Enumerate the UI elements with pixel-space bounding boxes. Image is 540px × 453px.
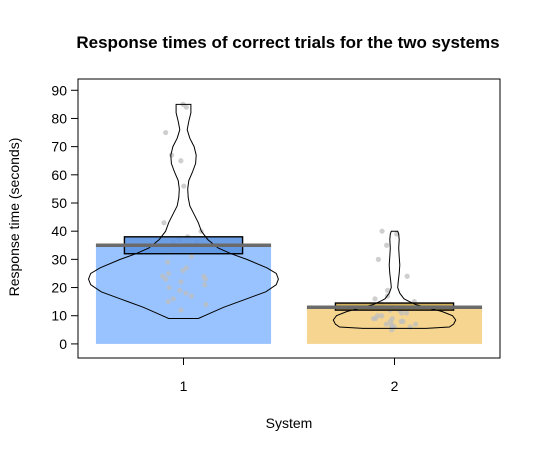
data-point-1-30 — [188, 293, 195, 299]
data-point-2-7 — [372, 296, 378, 302]
chart-title: Response times of correct trials for the… — [76, 33, 499, 52]
data-point-1-28 — [177, 287, 183, 293]
data-point-2-15 — [403, 310, 410, 316]
data-point-2-26 — [383, 321, 389, 327]
data-point-1-1 — [183, 104, 189, 110]
data-point-1-3 — [169, 152, 175, 158]
data-point-1-17 — [165, 259, 171, 265]
y-tick-label-40: 40 — [51, 223, 67, 239]
y-tick-label-60: 60 — [51, 167, 67, 183]
y-axis: 0 10 20 30 40 50 60 70 80 90 — [51, 82, 79, 352]
plot-area — [87, 101, 483, 344]
y-tick-label-10: 10 — [51, 308, 67, 324]
data-point-2-18 — [379, 313, 385, 319]
data-point-1-33 — [203, 301, 209, 308]
x-axis-label: System — [266, 415, 313, 431]
y-tick-label-0: 0 — [59, 336, 67, 352]
data-point-2-2 — [384, 242, 390, 248]
data-point-1-16 — [188, 253, 195, 260]
data-point-1-24 — [163, 276, 169, 282]
data-point-1-31 — [170, 296, 176, 302]
data-point-1-26 — [202, 282, 208, 288]
y-tick-label-70: 70 — [51, 139, 67, 155]
data-point-1-34 — [178, 307, 184, 313]
x-tick-label-2: 2 — [391, 378, 399, 394]
data-point-1-32 — [165, 299, 171, 305]
violin-1 — [87, 103, 279, 319]
data-point-2-16 — [398, 310, 405, 316]
data-point-2-4 — [404, 273, 410, 279]
data-point-1-20 — [165, 270, 172, 277]
y-tick-label-20: 20 — [51, 280, 67, 296]
x-tick-label-1: 1 — [180, 378, 188, 394]
data-point-2-3 — [375, 256, 382, 262]
data-point-1-5 — [181, 183, 187, 189]
data-point-2-25 — [413, 321, 419, 327]
y-tick-label-90: 90 — [51, 82, 67, 98]
data-point-1-25 — [178, 279, 184, 285]
data-point-2-5 — [385, 287, 391, 293]
data-point-1-6 — [161, 220, 167, 226]
y-tick-label-50: 50 — [51, 195, 67, 211]
data-point-1-29 — [183, 290, 189, 296]
y-tick-label-30: 30 — [51, 251, 67, 267]
data-point-2-21 — [370, 315, 377, 322]
data-point-1-23 — [202, 276, 208, 282]
data-point-1-19 — [180, 268, 186, 274]
data-point-1-4 — [178, 158, 184, 164]
data-point-2-0 — [379, 228, 385, 234]
bar-1 — [95, 245, 272, 344]
data-point-2-24 — [398, 318, 404, 324]
y-tick-label-80: 80 — [51, 110, 67, 126]
data-point-1-2 — [163, 129, 169, 136]
y-axis-label: Response time (seconds) — [6, 138, 22, 297]
data-point-1-27 — [166, 284, 172, 291]
